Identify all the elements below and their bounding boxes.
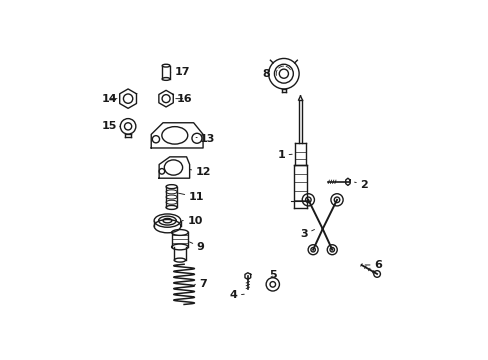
Text: 14: 14 — [101, 94, 117, 104]
Text: 4: 4 — [229, 291, 244, 301]
Text: 9: 9 — [189, 242, 204, 252]
Text: 16: 16 — [175, 94, 191, 104]
Text: 1: 1 — [277, 150, 292, 161]
Text: 12: 12 — [190, 167, 211, 177]
Text: 7: 7 — [194, 279, 207, 289]
Text: 8: 8 — [262, 69, 269, 79]
Text: 13: 13 — [196, 134, 215, 144]
Text: 10: 10 — [182, 216, 203, 226]
Text: 15: 15 — [102, 121, 120, 131]
Text: 2: 2 — [354, 180, 367, 190]
Text: 17: 17 — [170, 67, 190, 77]
Text: 11: 11 — [178, 192, 204, 202]
Text: 6: 6 — [365, 260, 381, 270]
Text: 3: 3 — [300, 229, 314, 239]
Text: 5: 5 — [268, 270, 276, 280]
